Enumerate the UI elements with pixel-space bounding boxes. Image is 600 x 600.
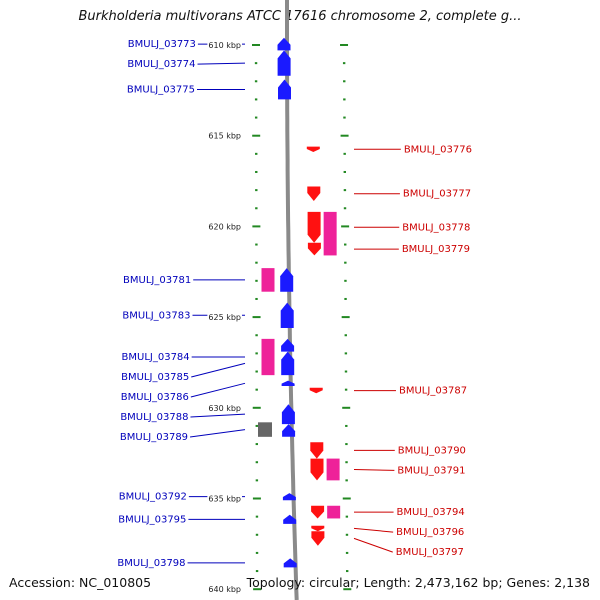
leader-right [353, 468, 395, 471]
leader-left [197, 62, 246, 65]
gene-arrow [282, 424, 296, 437]
leader-right [353, 527, 394, 533]
gene-arrow [311, 525, 325, 532]
gene-arrow [283, 558, 297, 568]
gene-label-left: BMULJ_03784 [122, 352, 190, 363]
gene-arrow [280, 302, 294, 328]
leader-left [190, 413, 246, 418]
leader-right [353, 537, 393, 553]
gene-label-right: BMULJ_03797 [396, 547, 464, 558]
gene-arrow [281, 338, 295, 352]
gene-arrow [309, 387, 323, 394]
kbp-label-bg [207, 494, 242, 504]
gene-arrow [277, 50, 291, 76]
gene-block [327, 505, 341, 519]
gene-arrow [283, 514, 297, 524]
gene-label-right: BMULJ_03796 [396, 527, 464, 538]
gene-arrow [311, 505, 325, 519]
gene-label-right: BMULJ_03787 [399, 386, 467, 397]
leader-left [189, 429, 246, 438]
kbp-label-bg [207, 403, 242, 413]
kbp-label-bg [207, 313, 242, 323]
gene-arrow [306, 146, 320, 152]
gene-label-left: BMULJ_03781 [123, 275, 191, 286]
gene-features [258, 37, 341, 568]
gene-label-left: BMULJ_03788 [120, 412, 188, 423]
kbp-labels: 610 kbp 615 kbp 620 kbp 625 kbp 630 kbp 635 k… [207, 41, 242, 594]
accession-label: Accession: NC_010805 [9, 575, 152, 590]
gene-arrow [282, 493, 296, 501]
gene-label-left: BMULJ_03795 [118, 514, 186, 525]
gene-arrow [307, 242, 321, 256]
gene-arrow [281, 404, 295, 425]
gene-label-left: BMULJ_03786 [121, 392, 189, 403]
kbp-label: 630 kbp [208, 404, 241, 413]
gene-block [326, 458, 340, 481]
leader-left [191, 362, 246, 378]
gene-label-left: BMULJ_03789 [120, 432, 188, 443]
gene-labels: BMULJ_03773 BMULJ_03774 BMULJ_03775 BMULJ_0… [117, 39, 472, 569]
kbp-label: 620 kbp [208, 222, 241, 231]
gene-arrow [281, 380, 295, 386]
gene-arrow [281, 351, 295, 376]
gene-label-right: BMULJ_03776 [404, 144, 472, 155]
gene-block [261, 268, 275, 292]
gene-arrow [310, 442, 324, 459]
gene-arrow [280, 268, 294, 292]
kbp-label: 610 kbp [208, 41, 241, 50]
gene-block [258, 422, 272, 437]
gene-label-right: BMULJ_03791 [397, 465, 465, 476]
gene-label-left: BMULJ_03775 [127, 84, 195, 95]
gene-arrow [307, 211, 321, 243]
gene-label-right: BMULJ_03794 [397, 507, 465, 518]
gene-label-left: BMULJ_03792 [119, 492, 187, 503]
gene-block [261, 338, 275, 376]
gene-label-right: BMULJ_03790 [398, 445, 466, 456]
kbp-label: 625 kbp [208, 313, 241, 322]
leader-left [190, 382, 246, 398]
gene-arrow [307, 186, 321, 201]
gene-label-left: BMULJ_03783 [122, 310, 190, 321]
kbp-label: 615 kbp [208, 132, 241, 141]
kbp-label: 640 kbp [208, 585, 241, 594]
gene-label-left: BMULJ_03785 [121, 372, 189, 383]
kbp-label: 635 kbp [208, 495, 241, 504]
gene-arrow [310, 458, 324, 481]
gene-label-left: BMULJ_03774 [127, 59, 195, 70]
kbp-tick-marks [252, 44, 352, 591]
gene-label-left: BMULJ_03798 [117, 558, 185, 569]
gene-arrow [277, 37, 291, 51]
map-title: Burkholderia multivorans ATCC 17616 chro… [78, 9, 522, 24]
kbp-label-bg [207, 41, 242, 50]
gene-arrow [311, 531, 325, 546]
gene-label-right: BMULJ_03778 [402, 222, 470, 233]
gene-arrow [278, 79, 291, 100]
gene-block [323, 211, 337, 256]
topology-label: Topology: circular; Length: 2,473,162 bp… [246, 575, 590, 590]
gene-label-right: BMULJ_03779 [402, 244, 470, 255]
gene-label-right: BMULJ_03777 [403, 189, 471, 200]
gene-label-left: BMULJ_03773 [128, 39, 196, 50]
